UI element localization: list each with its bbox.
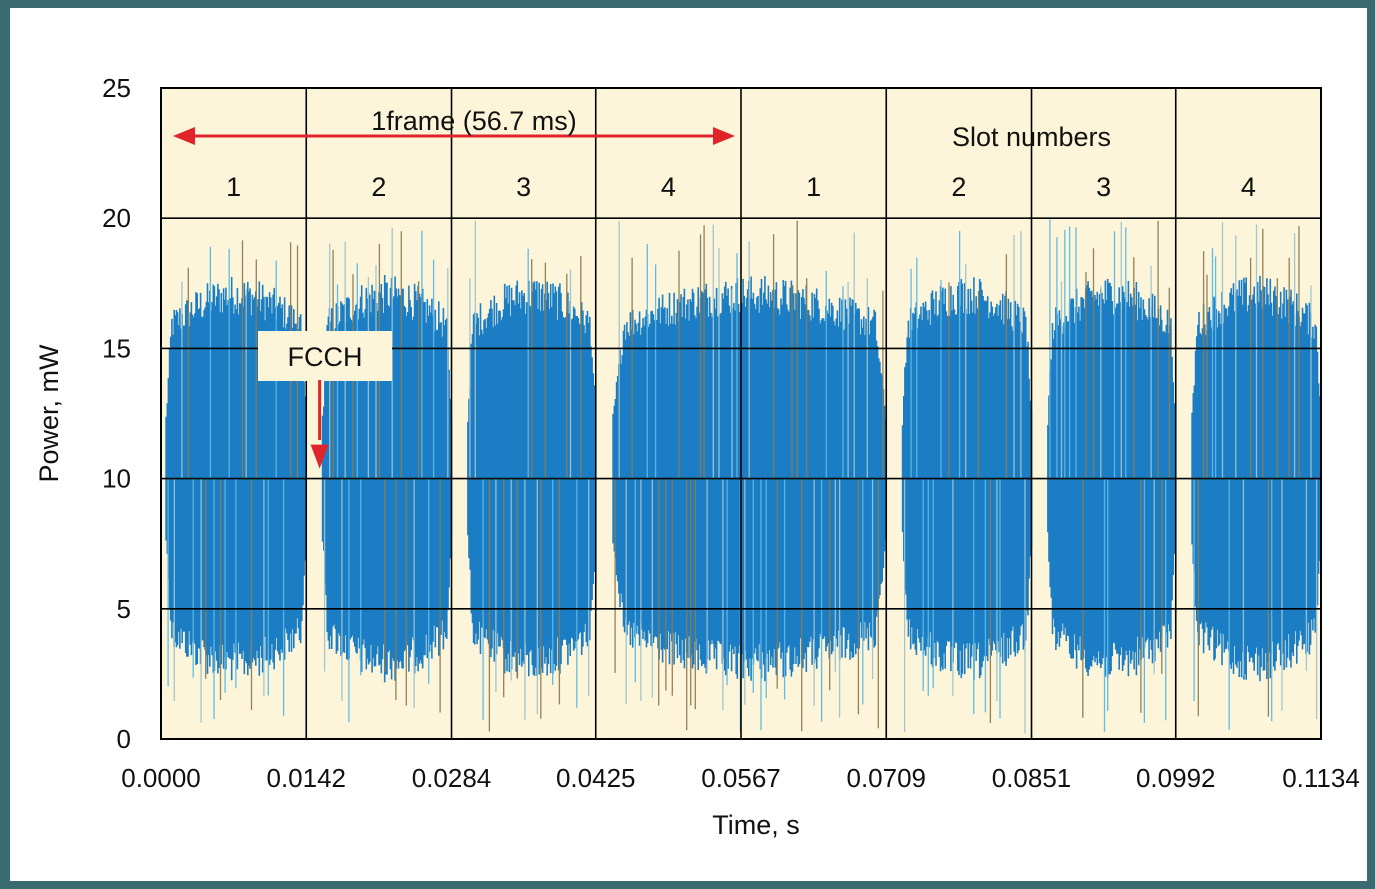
slot-cell-6 [886, 88, 1032, 219]
y-tick-0: 0 [117, 724, 131, 754]
fcch-label: FCCH [288, 342, 363, 372]
signal-spikes-3-1 [482, 248, 578, 721]
y-axis-label: Power, mW [34, 344, 64, 483]
signal-spikes-1-3 [173, 281, 265, 723]
signal-spikes-5-3 [903, 231, 1026, 734]
y-tick-20: 20 [102, 203, 131, 233]
slot-cell-3 [451, 88, 596, 219]
signal-spikes-4-2 [614, 220, 884, 732]
slot-labels: 1 2 3 4 1 2 3 4 [226, 172, 1256, 202]
fcch-label-box [258, 331, 392, 381]
slot-label-8: 4 [1241, 172, 1256, 202]
signal-spikes-6-2 [1082, 220, 1170, 718]
slot-dividers [305, 88, 1177, 739]
signal-spikes-5-1 [910, 231, 1001, 719]
signal-spikes-6-3 [1060, 221, 1155, 675]
slot-cell-1 [161, 88, 307, 219]
slot-label-1: 1 [226, 172, 241, 202]
signal-spikes-4-3 [618, 221, 874, 718]
y-tick-15: 15 [102, 333, 131, 363]
signal-spikes-7-2 [1197, 226, 1300, 717]
frame-annotation: 1frame (56.7 ms) [173, 106, 735, 145]
x-tick-0.0709: 0.0709 [846, 763, 926, 793]
y-tick-5: 5 [117, 594, 131, 624]
plot-border [160, 87, 1322, 740]
slot-cell-7 [1031, 88, 1176, 219]
slot-numbers-label: Slot numbers [952, 122, 1111, 152]
frame-arrowhead-right [713, 127, 735, 145]
slot-label-7: 3 [1096, 172, 1111, 202]
signal-spikes-7-3 [1221, 222, 1318, 720]
signal-spikes-3-2 [488, 256, 582, 732]
x-tick-0.0284: 0.0284 [412, 763, 492, 793]
x-tick-0.0567: 0.0567 [701, 763, 781, 793]
fcch-annotation: FCCH [258, 331, 392, 469]
x-tick-0.0000: 0.0000 [121, 763, 201, 793]
slot-cell-8 [1175, 88, 1321, 219]
chart-frame: 0 5 10 15 20 25 0.0000 0.0142 0.0284 0.0425 0.056… [10, 8, 1367, 881]
signal-spikes-7-1 [1193, 248, 1273, 730]
frame-arrowhead-left [173, 127, 195, 145]
slot-label-5: 1 [806, 172, 821, 202]
x-tick-0.0992: 0.0992 [1136, 763, 1216, 793]
y-tick-labels: 0 5 10 15 20 25 [102, 73, 131, 754]
x-tick-0.0142: 0.0142 [266, 763, 346, 793]
slot-label-3: 3 [516, 172, 531, 202]
power-chart: 0 5 10 15 20 25 0.0000 0.0142 0.0284 0.0425 0.056… [34, 73, 1360, 840]
slot-cell-2 [306, 88, 452, 219]
x-tick-0.1134: 0.1134 [1282, 763, 1360, 793]
y-tick-25: 25 [102, 73, 131, 103]
signal-spikes-5-2 [948, 254, 1008, 723]
slot-header-cells [161, 88, 1321, 219]
x-axis-label: Time, s [712, 810, 800, 840]
x-tick-labels: 0.0000 0.0142 0.0284 0.0425 0.0567 0.0709 0.08… [121, 763, 1360, 793]
slot-label-4: 4 [661, 172, 676, 202]
signal-spikes-3-3 [469, 220, 590, 720]
signal-spikes-4-1 [634, 244, 864, 732]
fcch-arrowhead [310, 444, 329, 469]
x-tick-0.0425: 0.0425 [556, 763, 636, 793]
y-tick-10: 10 [102, 464, 131, 494]
slot-cell-5 [741, 88, 887, 219]
x-tick-0.0851: 0.0851 [992, 763, 1072, 793]
frame-label: 1frame (56.7 ms) [371, 106, 577, 136]
slot-cell-4 [595, 88, 741, 219]
slot-label-6: 2 [951, 172, 966, 202]
slot-label-2: 2 [371, 172, 386, 202]
